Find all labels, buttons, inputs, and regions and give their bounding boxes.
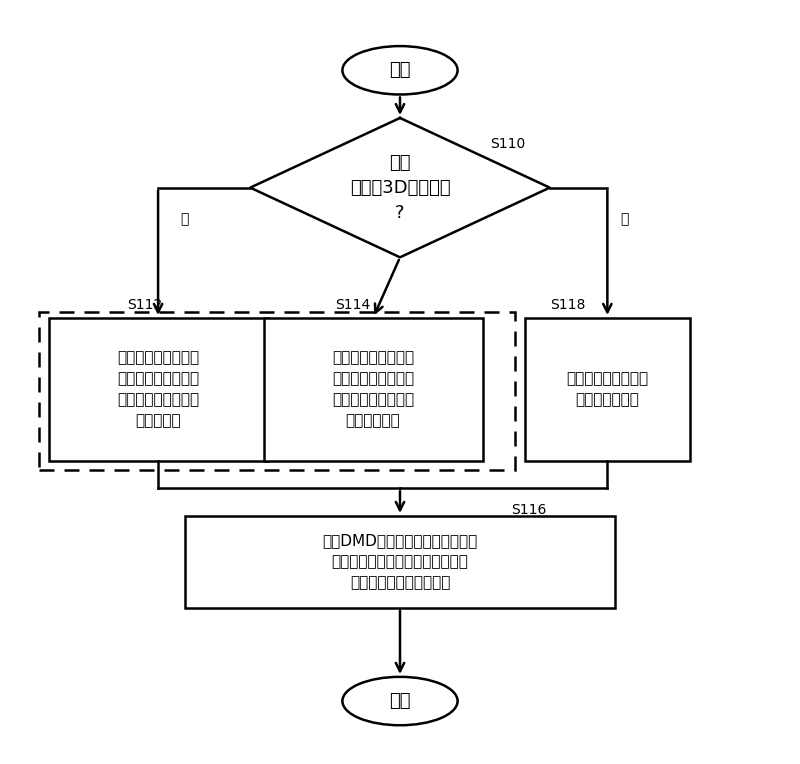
Text: 依视频帧的分色需求
以产生所需色段: 依视频帧的分色需求 以产生所需色段 [566, 371, 649, 407]
Text: 以控制模块控制数个
半导体发光单元选择
性地发光以周期地产
生数个色段: 以控制模块控制数个 半导体发光单元选择 性地发光以周期地产 生数个色段 [117, 351, 199, 429]
FancyBboxPatch shape [525, 318, 690, 461]
Text: 判断
是否为3D视频信号
?: 判断 是否为3D视频信号 ? [350, 154, 450, 222]
Polygon shape [250, 118, 550, 257]
Text: 开始: 开始 [390, 61, 410, 79]
Ellipse shape [342, 677, 458, 725]
FancyBboxPatch shape [49, 318, 267, 461]
Text: 经由DMD调制在各色段中产生的色
光以形成子视频帧，投影至屏幕上
，从而组合成单一视频帧: 经由DMD调制在各色段中产生的色 光以形成子视频帧，投影至屏幕上 ，从而组合成单… [322, 533, 478, 591]
Text: S116: S116 [511, 503, 546, 517]
Ellipse shape [342, 46, 458, 95]
Text: S114: S114 [334, 298, 370, 312]
Text: 以控制模块关闭半导
体发光单元，配合色
段以周期地产生遮黑
段的无色部分: 以控制模块关闭半导 体发光单元，配合色 段以周期地产生遮黑 段的无色部分 [332, 351, 414, 429]
Text: 是: 是 [181, 212, 189, 226]
FancyBboxPatch shape [264, 318, 482, 461]
Text: S112: S112 [127, 298, 162, 312]
Text: 结束: 结束 [390, 692, 410, 710]
FancyBboxPatch shape [185, 516, 615, 607]
Text: S110: S110 [490, 137, 526, 151]
Text: S118: S118 [550, 298, 585, 312]
Text: 否: 否 [620, 212, 629, 226]
